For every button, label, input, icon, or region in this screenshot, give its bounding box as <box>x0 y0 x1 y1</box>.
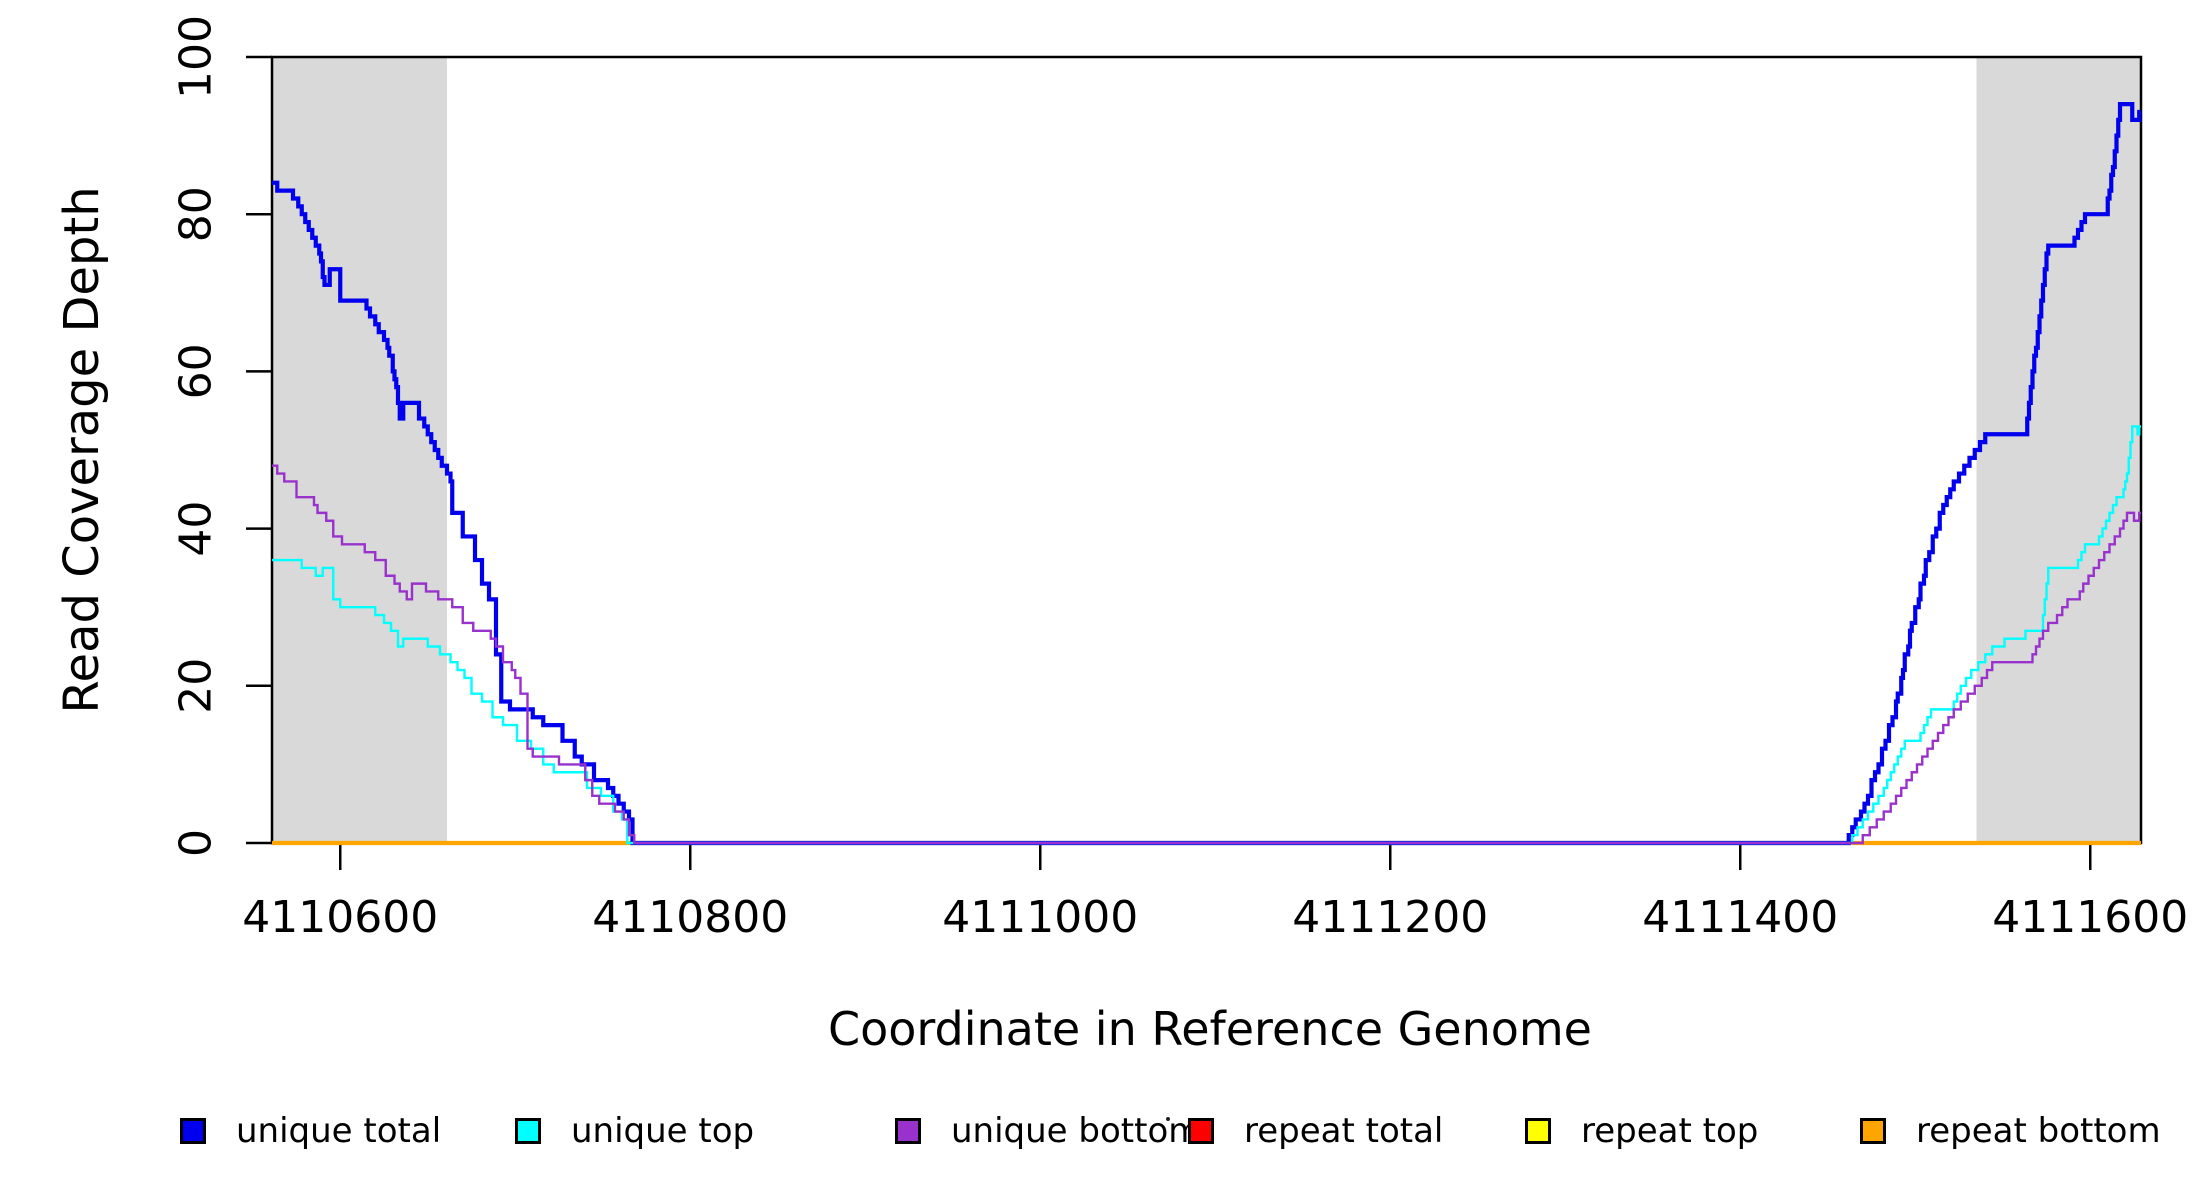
y-tick-label: 100 <box>171 15 222 99</box>
x-tick-label: 4111600 <box>1992 892 2188 943</box>
shaded-repeat-region <box>272 57 447 843</box>
x-tick-label: 4111400 <box>1642 892 1838 943</box>
legend-label: repeat bottom <box>1916 1111 2161 1151</box>
legend-label: unique total <box>236 1111 442 1151</box>
legend-item-repeat-top: repeat top <box>1525 1108 1758 1154</box>
legend-item-unique-bottom: unique bottom <box>895 1108 1201 1154</box>
y-tick-label: 80 <box>171 186 222 242</box>
legend-item-repeat-bottom: repeat bottom <box>1860 1108 2161 1154</box>
legend-item-unique-total: unique total <box>180 1108 441 1154</box>
legend-swatch-repeat-bottom <box>1860 1118 1886 1144</box>
y-tick-label: 60 <box>171 343 222 399</box>
legend-swatch-repeat-total <box>1188 1118 1214 1144</box>
legend-label: repeat top <box>1581 1111 1759 1151</box>
shaded-repeat-region <box>1976 57 2141 843</box>
series-unique-bottom <box>272 464 2141 845</box>
x-axis-title: Coordinate in Reference Genome <box>828 1002 1592 1056</box>
stray-dot-mark <box>1166 1117 1170 1121</box>
x-tick-label: 4110600 <box>242 892 438 943</box>
legend-label: unique bottom <box>951 1111 1202 1151</box>
y-axis-title: Read Coverage Depth <box>54 186 110 714</box>
x-tick-label: 4110800 <box>592 892 788 943</box>
series-unique-total <box>272 102 2142 846</box>
legend-label: repeat total <box>1244 1111 1444 1151</box>
legend-swatch-repeat-top <box>1525 1118 1551 1144</box>
legend-swatch-unique-bottom <box>895 1118 921 1144</box>
legend-label: unique top <box>571 1111 755 1151</box>
series-unique-top <box>272 425 2141 845</box>
legend-item-unique-top: unique top <box>515 1108 754 1154</box>
x-tick-label: 4111000 <box>942 892 1138 943</box>
legend-item-repeat-total: repeat total <box>1188 1108 1443 1154</box>
y-tick-label: 0 <box>171 829 222 857</box>
x-tick-label: 4111200 <box>1292 892 1488 943</box>
y-tick-label: 20 <box>171 658 222 714</box>
legend-swatch-unique-top <box>515 1118 541 1144</box>
legend-swatch-unique-total <box>180 1118 206 1144</box>
y-tick-label: 40 <box>171 501 222 557</box>
